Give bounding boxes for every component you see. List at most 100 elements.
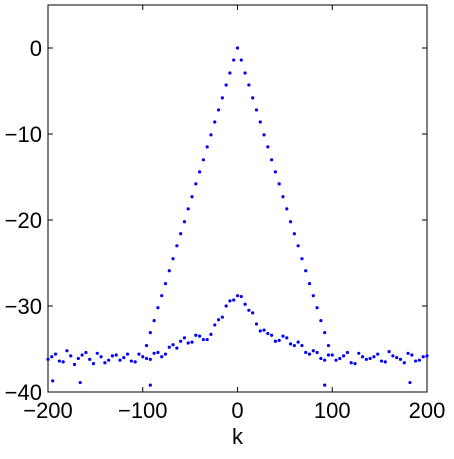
data-point [402, 361, 406, 365]
data-point [228, 71, 232, 75]
data-point [311, 294, 315, 298]
data-point [277, 182, 281, 186]
data-point [182, 220, 187, 224]
data-point [194, 333, 198, 337]
data-point [148, 357, 152, 361]
data-point [239, 294, 243, 299]
x-tick-label: 200 [409, 398, 446, 423]
data-point [296, 340, 300, 344]
data-point [307, 282, 312, 286]
data-point [408, 380, 412, 385]
data-point [319, 356, 323, 361]
data-point [175, 346, 179, 350]
data-point [292, 343, 296, 348]
data-point [88, 357, 92, 361]
data-point [273, 339, 277, 343]
data-point [315, 306, 319, 310]
data-point [160, 294, 164, 298]
data-point [379, 359, 384, 363]
y-tick-label: −30 [5, 294, 42, 319]
data-point [243, 302, 247, 306]
data-point [144, 343, 149, 348]
data-point [152, 319, 156, 323]
data-point [224, 304, 228, 308]
data-point [281, 195, 285, 199]
data-point [307, 352, 312, 356]
data-point [232, 298, 236, 302]
data-point [262, 133, 266, 137]
data-point [315, 350, 319, 355]
data-point [201, 337, 205, 342]
data-point [209, 133, 213, 137]
data-point [224, 83, 228, 87]
data-point [383, 360, 387, 364]
data-point [300, 343, 304, 348]
data-point [326, 343, 331, 348]
data-point [258, 329, 262, 333]
data-point [410, 353, 414, 357]
data-point [148, 383, 152, 387]
data-point [391, 354, 395, 358]
data-point [414, 359, 418, 363]
data-point [330, 353, 334, 357]
data-point [285, 207, 289, 211]
data-point [129, 359, 133, 363]
data-point [118, 358, 122, 362]
data-point [251, 311, 255, 315]
data-point [342, 354, 346, 358]
data-point [78, 380, 82, 385]
data-point [190, 340, 194, 344]
data-point [323, 358, 327, 362]
data-point [258, 120, 262, 124]
data-point [179, 232, 183, 236]
data-point [349, 361, 353, 365]
data-point [198, 170, 202, 174]
data-point [345, 350, 350, 355]
data-point [273, 170, 277, 174]
data-point [65, 349, 69, 353]
data-point [323, 383, 327, 387]
data-point [61, 360, 65, 364]
data-point [213, 323, 217, 327]
axes-frame [47, 4, 428, 393]
data-point [254, 322, 259, 326]
data-point [254, 108, 259, 112]
data-point [285, 336, 289, 340]
data-point [239, 58, 243, 62]
data-point [91, 362, 96, 366]
data-point [319, 319, 323, 323]
data-point [243, 71, 247, 75]
data-point [148, 331, 152, 335]
data-point [182, 336, 187, 340]
data-point [57, 359, 61, 363]
data-point [277, 338, 281, 342]
data-point [175, 244, 179, 248]
data-point [137, 352, 141, 356]
y-tick-label: −10 [5, 122, 42, 147]
data-point [326, 353, 331, 357]
data-point [323, 331, 327, 335]
data-point [53, 352, 58, 356]
data-point [103, 361, 107, 365]
data-point [232, 58, 236, 62]
data-point [228, 299, 232, 303]
data-point [395, 356, 399, 360]
data-point [296, 244, 300, 248]
x-tick-label: −100 [118, 398, 168, 423]
data-point [141, 355, 145, 359]
data-point [51, 379, 55, 383]
data-point [406, 351, 410, 355]
data-point [235, 294, 240, 298]
data-point [398, 357, 403, 361]
data-point [46, 357, 50, 361]
data-point [262, 328, 266, 332]
data-point [95, 351, 99, 355]
data-point [235, 46, 240, 50]
data-point [372, 355, 376, 359]
data-point [186, 207, 190, 211]
data-point [125, 352, 130, 356]
y-tick-label: −40 [5, 380, 42, 405]
data-point [156, 306, 160, 310]
data-point [114, 353, 118, 357]
data-point [163, 352, 168, 356]
